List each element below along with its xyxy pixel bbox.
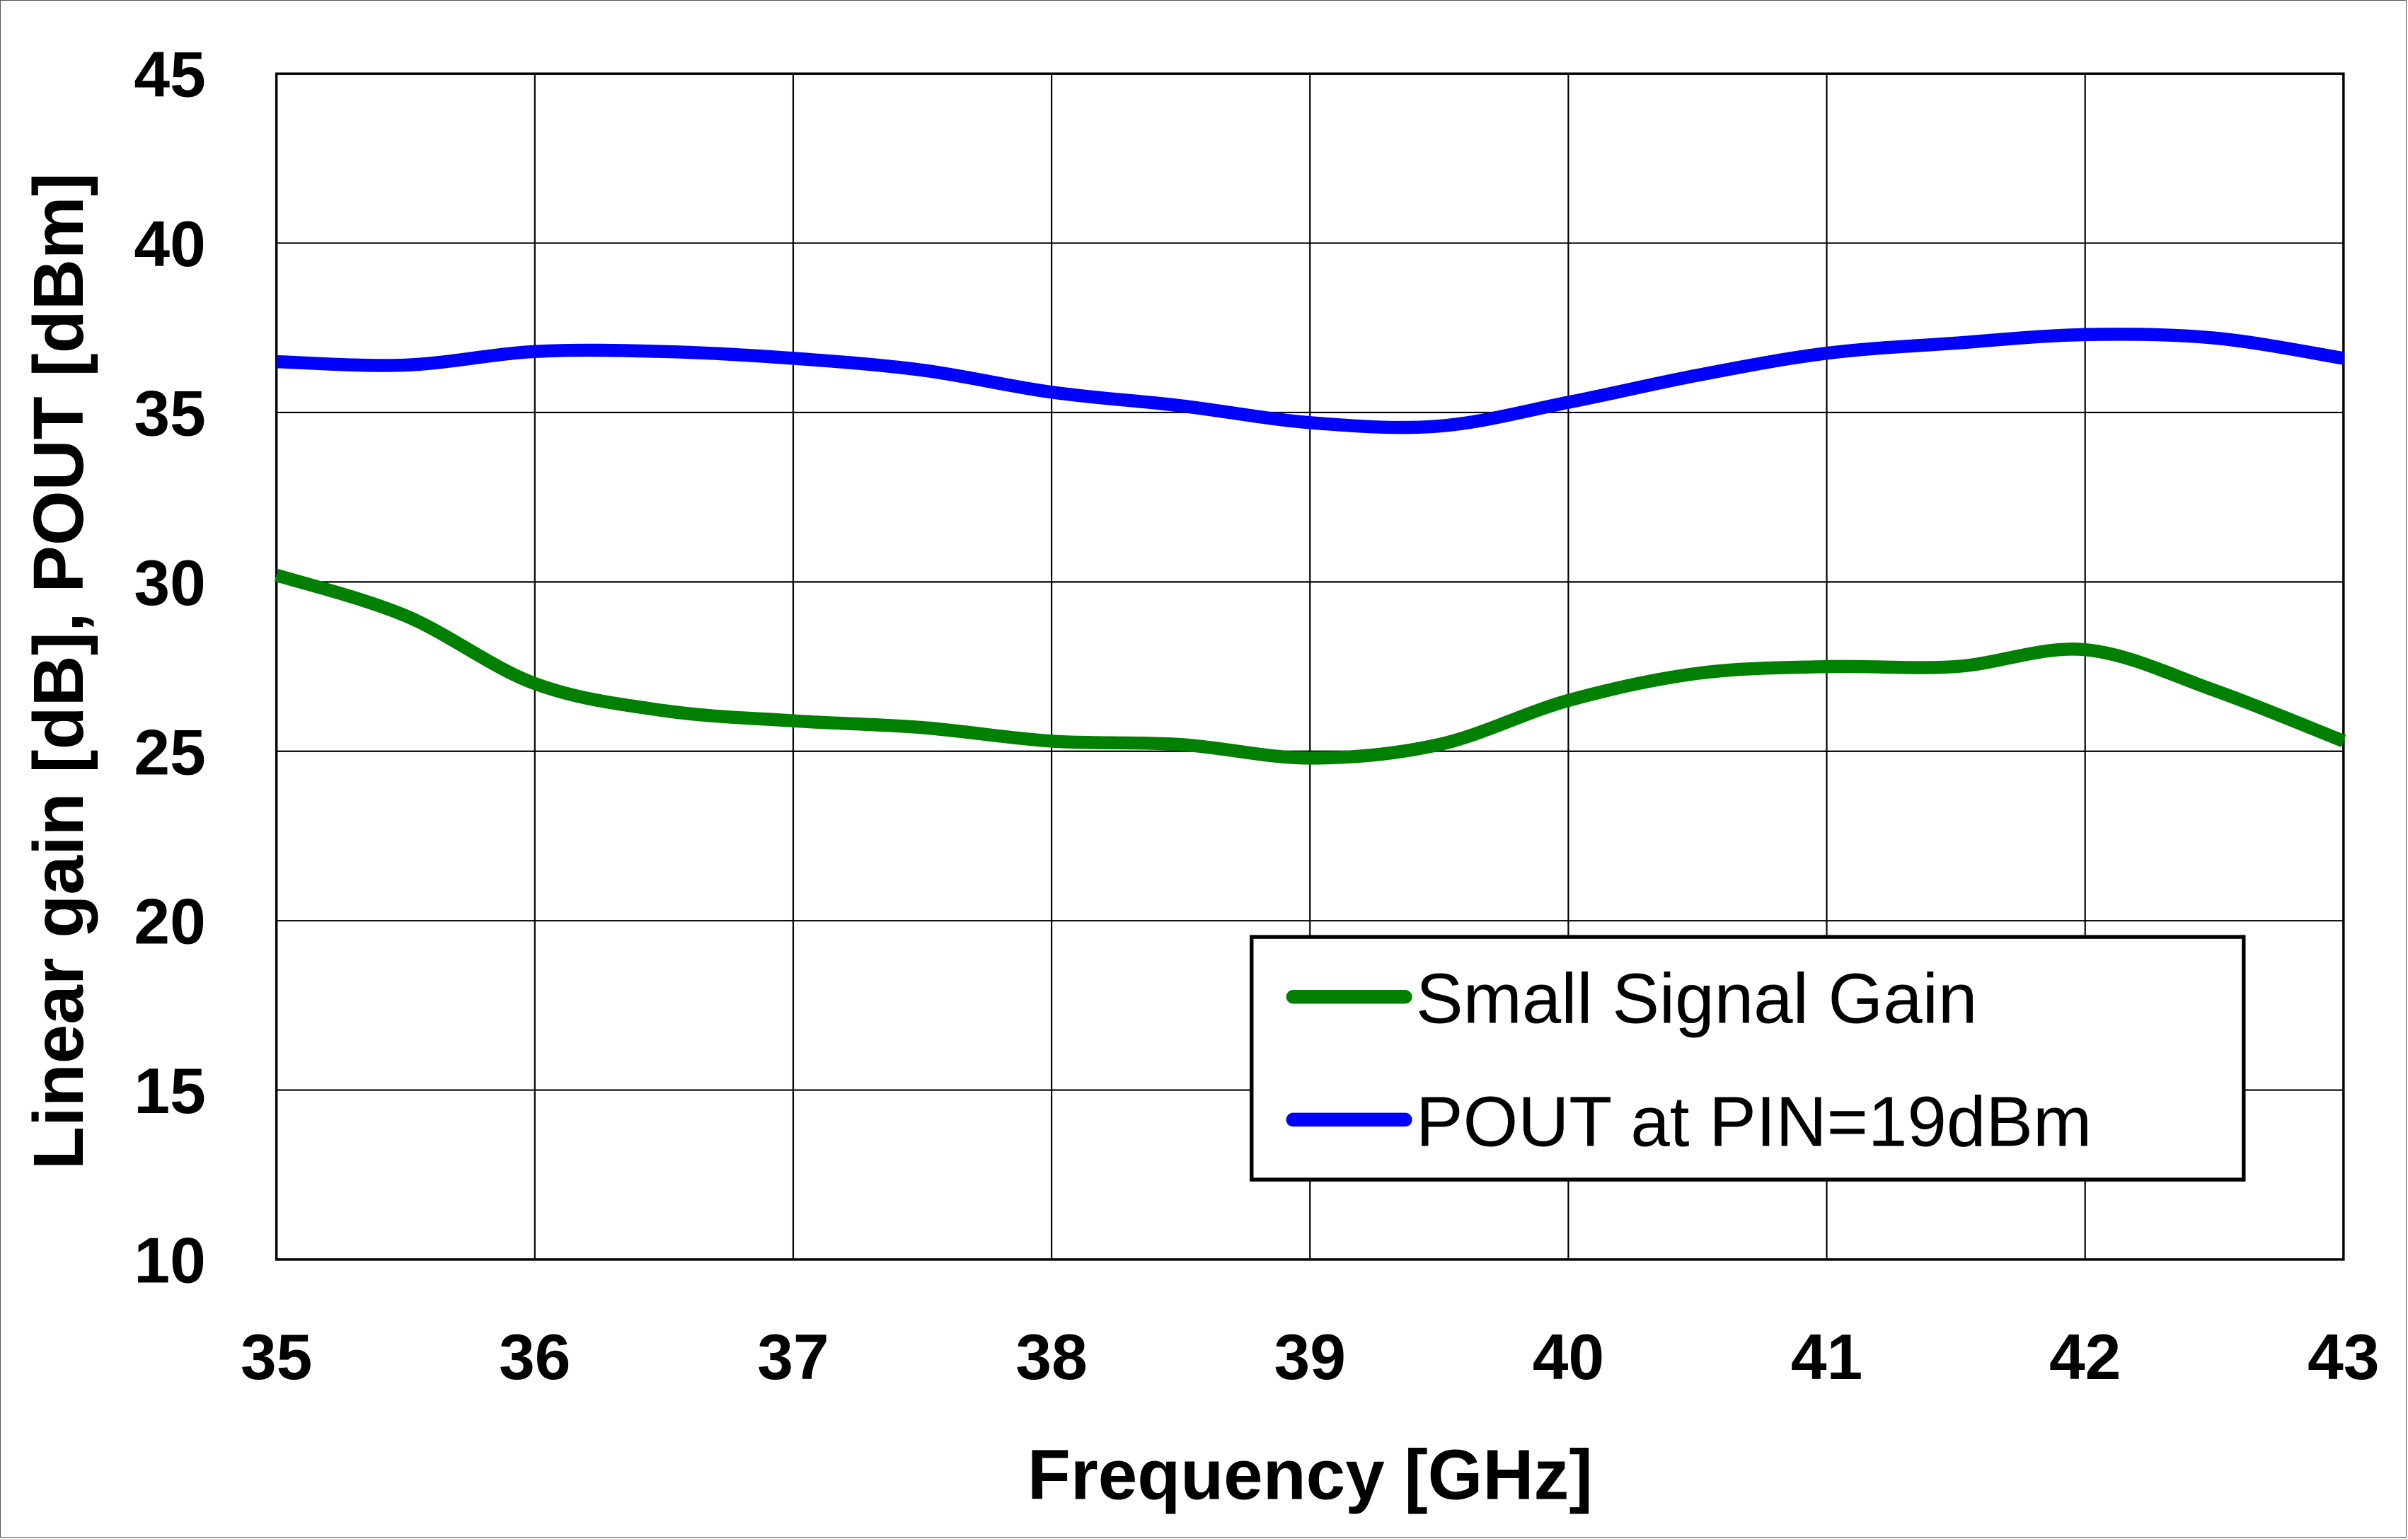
legend-label-small-signal-gain: Small Signal Gain	[1416, 960, 1977, 1039]
x-tick-label: 41	[1791, 1321, 1862, 1393]
y-tick-label: 20	[134, 886, 205, 958]
y-tick-label: 40	[134, 208, 205, 280]
series-line-small-signal-gain	[274, 568, 2346, 765]
x-axis-ticks: 35 36 37 38 39 40 41 42 43	[241, 1321, 2380, 1393]
x-tick-label: 36	[499, 1321, 570, 1393]
legend: Small Signal Gain POUT at PIN=19dBm	[1250, 935, 2246, 1182]
y-tick-label: 10	[134, 1224, 205, 1296]
x-axis-label: Frequency [GHz]	[1027, 1436, 1593, 1515]
x-tick-label: 39	[1274, 1321, 1346, 1393]
x-tick-label: 38	[1015, 1321, 1087, 1393]
series-line-pout-at-pin-19dbm	[276, 328, 2345, 434]
x-tick-label: 42	[2049, 1321, 2121, 1393]
y-tick-label: 35	[134, 378, 205, 450]
x-tick-label: 35	[241, 1321, 312, 1393]
x-tick-label: 43	[2308, 1321, 2379, 1393]
data-series	[274, 328, 2346, 765]
y-tick-label: 15	[134, 1055, 205, 1127]
x-tick-label: 37	[757, 1321, 829, 1393]
y-tick-label: 45	[134, 39, 205, 111]
plot-area-border	[275, 72, 2345, 1261]
y-tick-label: 30	[134, 547, 205, 619]
legend-box	[1250, 935, 2246, 1182]
y-axis-label: Linear gain [dB], POUT [dBm]	[20, 173, 98, 1170]
x-tick-label: 40	[1533, 1321, 1604, 1393]
y-axis-ticks: 45 40 35 30 25 20 15 10	[134, 39, 205, 1297]
legend-label-pout: POUT at PIN=19dBm	[1416, 1083, 2092, 1161]
y-tick-label: 25	[134, 716, 205, 788]
